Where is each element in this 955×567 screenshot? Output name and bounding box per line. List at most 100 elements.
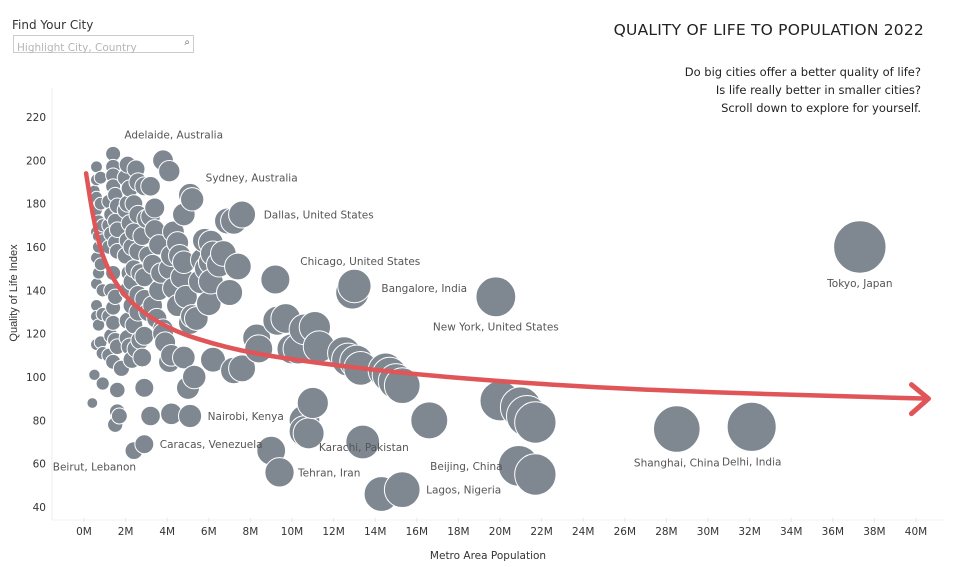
city-label: Karachi, Pakistan (319, 442, 409, 454)
city-bubble[interactable] (95, 376, 110, 391)
city-bubble[interactable] (475, 276, 517, 318)
city-bubble[interactable] (345, 424, 381, 460)
x-tick-label: 8M (243, 526, 259, 538)
city-label: New York, United States (433, 322, 559, 334)
x-tick-label: 36M (822, 526, 844, 538)
subtitle-line-2: Is life really better in smaller cities? (715, 83, 921, 97)
y-tick-label: 180 (26, 199, 46, 211)
city-bubble[interactable] (216, 278, 244, 307)
city-bubble[interactable] (158, 159, 181, 183)
city-label: Shanghai, China (634, 457, 720, 469)
y-tick-label: 40 (33, 502, 46, 514)
chart-title: QUALITY OF LIFE TO POPULATION 2022 (613, 21, 924, 39)
city-label: Tehran, Iran (297, 467, 360, 479)
city-bubble[interactable] (181, 364, 207, 390)
x-tick-label: 22M (530, 526, 552, 538)
y-axis-title: Quality of Life Index (8, 244, 20, 342)
trend-layer (83, 171, 931, 417)
city-label: Caracas, Venezuela (160, 439, 263, 451)
city-bubble[interactable] (93, 170, 108, 185)
city-label: Beirut, Lebanon (53, 461, 136, 473)
y-tick-label: 60 (33, 459, 46, 471)
x-tick-label: 38M (863, 526, 885, 538)
city-bubble[interactable] (244, 334, 274, 364)
city-label: Dallas, United States (264, 210, 374, 222)
city-bubble[interactable] (726, 401, 777, 452)
city-bubble[interactable] (140, 405, 161, 427)
y-tick-label: 120 (26, 329, 46, 341)
x-tick-label: 30M (697, 526, 719, 538)
y-tick-label: 220 (26, 112, 46, 124)
x-axis-title: Metro Area Population (430, 550, 546, 562)
city-search-box[interactable]: ⌕ (13, 35, 194, 56)
city-bubble[interactable] (144, 197, 166, 219)
city-label: Bangalore, India (381, 283, 467, 295)
city-bubble[interactable] (105, 314, 122, 331)
x-tick-label: 34M (780, 526, 802, 538)
chart-subtitle: Do big cities offer a better quality of … (685, 63, 921, 117)
trend-line (83, 171, 931, 401)
x-tick-label: 14M (364, 526, 386, 538)
trend-arrowhead (908, 382, 931, 417)
city-label: Lagos, Nigeria (426, 485, 501, 497)
city-bubble[interactable] (134, 325, 155, 346)
x-tick-label: 28M (655, 526, 677, 538)
city-label: Nairobi, Kenya (208, 411, 284, 423)
city-bubble[interactable] (653, 405, 701, 453)
label-layer: Adelaide, Australia Sydney, Australia Dall… (53, 129, 893, 496)
city-bubble[interactable] (88, 368, 101, 382)
city-bubble[interactable] (134, 377, 155, 398)
x-tick-label: 6M (201, 526, 217, 538)
x-tick-label: 2M (118, 526, 134, 538)
city-label: Delhi, India (722, 456, 781, 468)
city-label: Sydney, Australia (206, 172, 298, 184)
x-tick-label: 16M (406, 526, 428, 538)
city-bubble[interactable] (296, 386, 329, 420)
y-axis-ticks: 40 60 80 100 120 140 160 180 200 220 (26, 112, 46, 514)
bubble-layer (86, 145, 887, 512)
x-tick-label: 24M (572, 526, 594, 538)
y-tick-label: 140 (26, 285, 46, 297)
city-bubble[interactable] (224, 252, 252, 281)
x-tick-label: 12M (322, 526, 344, 538)
subtitle-line-1: Do big cities offer a better quality of … (684, 65, 921, 79)
city-bubble[interactable] (383, 367, 421, 405)
x-tick-label: 40M (905, 526, 927, 538)
city-bubble[interactable] (383, 471, 421, 509)
city-bubble[interactable] (337, 268, 372, 304)
city-label: Beijing, China (430, 461, 502, 473)
city-label: Chicago, United States (300, 256, 420, 268)
x-tick-label: 0M (76, 526, 92, 538)
city-bubble[interactable] (177, 403, 203, 429)
y-tick-label: 200 (26, 155, 46, 167)
city-bubble[interactable] (410, 401, 449, 440)
city-bubble[interactable] (132, 347, 153, 368)
city-bubble[interactable] (228, 354, 257, 383)
city-bubble[interactable] (134, 434, 155, 455)
x-tick-label: 18M (447, 526, 469, 538)
find-city-label: Find Your City (12, 18, 94, 32)
city-bubble[interactable] (228, 200, 257, 229)
x-tick-label: 32M (738, 526, 760, 538)
city-bubble[interactable] (514, 401, 557, 444)
city-bubble[interactable] (172, 345, 196, 370)
search-icon[interactable]: ⌕ (184, 37, 190, 48)
y-tick-label: 160 (26, 242, 46, 254)
city-bubble[interactable] (108, 381, 126, 399)
x-tick-label: 10M (281, 526, 303, 538)
x-tick-label: 4M (159, 526, 175, 538)
x-tick-label: 26M (614, 526, 636, 538)
city-bubble[interactable] (514, 453, 557, 496)
subtitle-line-3: Scroll down to explore for yourself. (721, 101, 921, 115)
city-search-input[interactable] (14, 40, 175, 56)
city-bubble[interactable] (179, 187, 205, 212)
y-tick-label: 100 (26, 372, 46, 384)
x-tick-label: 20M (489, 526, 511, 538)
city-bubble[interactable] (260, 264, 291, 295)
city-bubble[interactable] (110, 407, 128, 425)
city-bubble[interactable] (833, 220, 887, 274)
city-bubble[interactable] (86, 397, 99, 409)
city-bubble[interactable] (264, 457, 295, 488)
city-bubble[interactable] (140, 176, 161, 197)
